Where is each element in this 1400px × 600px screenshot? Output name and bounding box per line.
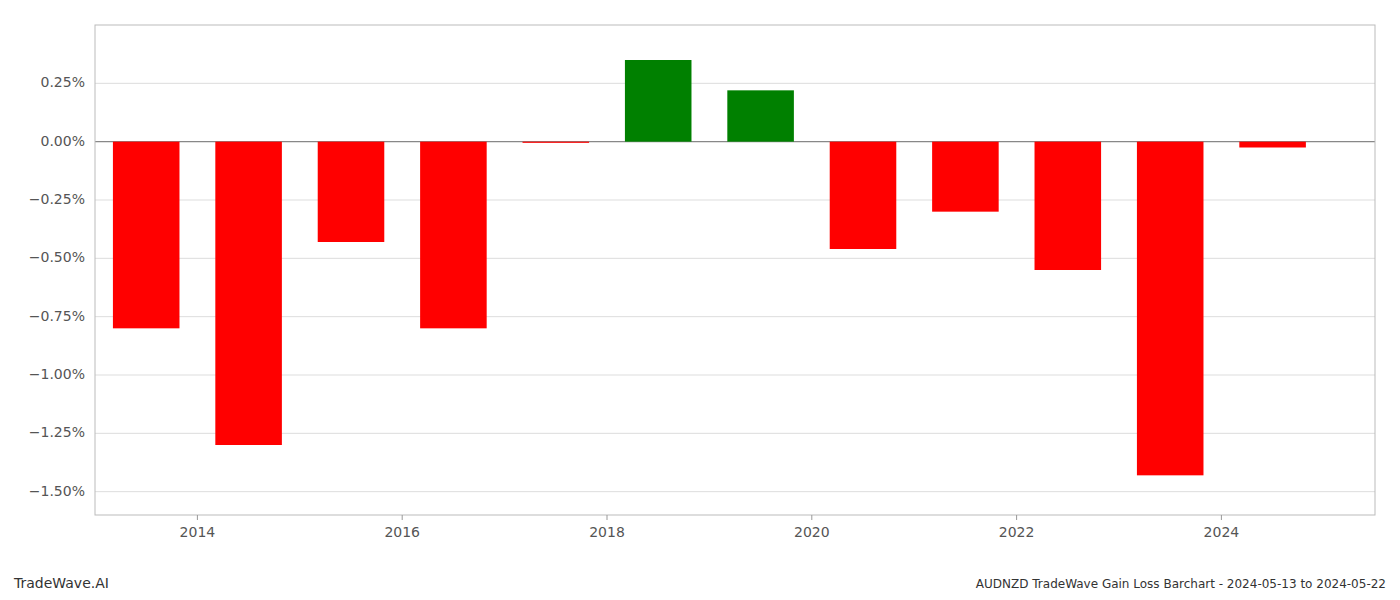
y-tick-label: −1.25% [29,424,85,440]
y-tick-label: 0.00% [41,133,85,149]
x-tick [197,515,198,520]
grid-line [95,491,1375,492]
bar [113,142,180,329]
bar [523,142,590,143]
bar [1035,142,1102,270]
bar [1239,142,1306,148]
grid-line [95,83,1375,84]
footer-right: AUDNZD TradeWave Gain Loss Barchart - 20… [976,577,1386,591]
x-tick [607,515,608,520]
bar [625,60,692,142]
bars [113,60,1306,475]
x-tick [811,515,812,520]
grid [95,83,1375,491]
annotations: TradeWave.AI AUDNZD TradeWave Gain Loss B… [13,575,1386,591]
y-tick-label: −1.50% [29,483,85,499]
bar [830,142,897,249]
bar [1137,142,1204,476]
bar [420,142,487,329]
x-tick [402,515,403,520]
x-tick-label: 2020 [794,524,830,540]
plot-frame [95,25,1375,515]
y-tick-label: −1.00% [29,366,85,382]
page: {"chart_data": {"type": "bar", "x": [201… [0,0,1400,600]
bar [318,142,385,242]
bar [727,90,794,141]
x-tick-label: 2024 [1204,524,1240,540]
bar [932,142,999,212]
x-tick-label: 2016 [384,524,420,540]
x-tick-label: 2018 [589,524,625,540]
footer-left: TradeWave.AI [13,575,109,591]
bar [215,142,282,445]
x-axis: 2014 2016 2018 2020 2022 2024 [180,515,1240,540]
y-tick-label: −0.75% [29,308,85,324]
y-tick-label: −0.50% [29,249,85,265]
y-axis: −1.50% −1.25% −1.00% −0.75% −0.50% −0.25% 0.00… [29,74,85,498]
x-tick-label: 2014 [180,524,216,540]
x-tick-label: 2022 [999,524,1035,540]
chart: −1.50% −1.25% −1.00% −0.75% −0.50% −0.25% 0.00… [0,0,1400,600]
y-tick-label: −0.25% [29,191,85,207]
x-tick [1221,515,1222,520]
x-tick [1016,515,1017,520]
y-tick-label: 0.25% [41,74,85,90]
